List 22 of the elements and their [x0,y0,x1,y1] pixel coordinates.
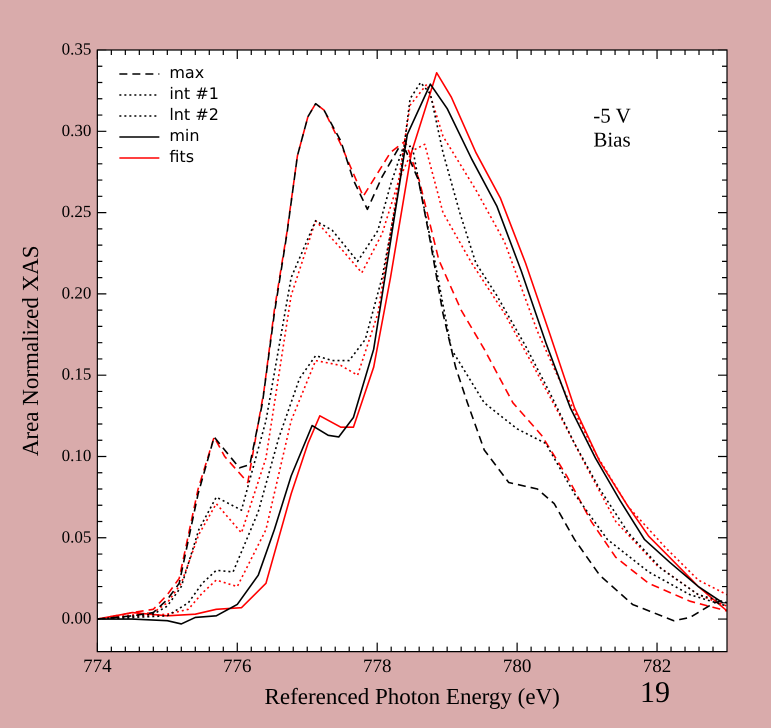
y-tick-label: 0.30 [62,120,92,140]
legend-label: min [169,126,200,146]
x-tick-label: 776 [223,656,252,677]
legend-label: int #1 [169,84,219,104]
y-axis-title: Area Normalized XAS [18,245,43,456]
legend-label: max [169,63,204,82]
y-tick-label: 0.10 [62,446,92,465]
y-tick-label: 0.35 [62,39,92,58]
y-tick-label: 0.05 [62,527,92,546]
x-tick-label: 780 [502,656,532,677]
x-axis-title: Referenced Photon Energy (eV) [264,684,560,710]
legend-label: lnt #2 [169,105,219,124]
y-tick-label: 0.25 [62,202,92,222]
x-tick-label: 782 [642,656,672,677]
y-tick-label: 0.20 [62,283,92,302]
legend-label: fits [169,147,194,166]
y-tick-label: 0.15 [62,364,92,384]
annotation: -5 V Bias [593,104,631,152]
y-tick-label: 0.00 [62,608,92,628]
x-tick-label: 774 [83,656,112,677]
x-tick-label: 778 [362,656,392,677]
text: 19 [640,676,670,710]
